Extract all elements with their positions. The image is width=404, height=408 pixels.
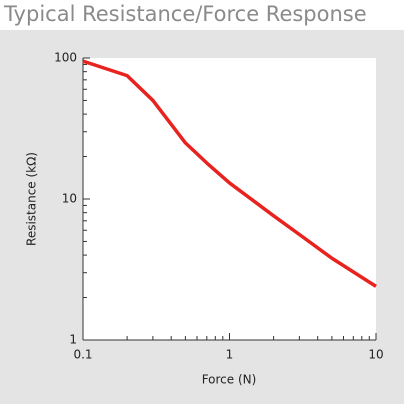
series-line bbox=[82, 59, 377, 288]
chart-title: Typical Resistance/Force Response bbox=[3, 2, 367, 26]
x-axis-label: Force (N) bbox=[202, 373, 257, 387]
plot-area bbox=[83, 58, 376, 340]
x-tick-label: 10 bbox=[368, 348, 383, 362]
y-axis-label: Resistance (kΩ) bbox=[25, 152, 39, 246]
y-tick-label: 10 bbox=[62, 192, 77, 206]
y-tick-label: 1 bbox=[69, 333, 77, 347]
y-tick-label: 100 bbox=[54, 51, 77, 65]
x-tick-label: 0.1 bbox=[73, 348, 92, 362]
x-tick-label: 1 bbox=[226, 348, 234, 362]
